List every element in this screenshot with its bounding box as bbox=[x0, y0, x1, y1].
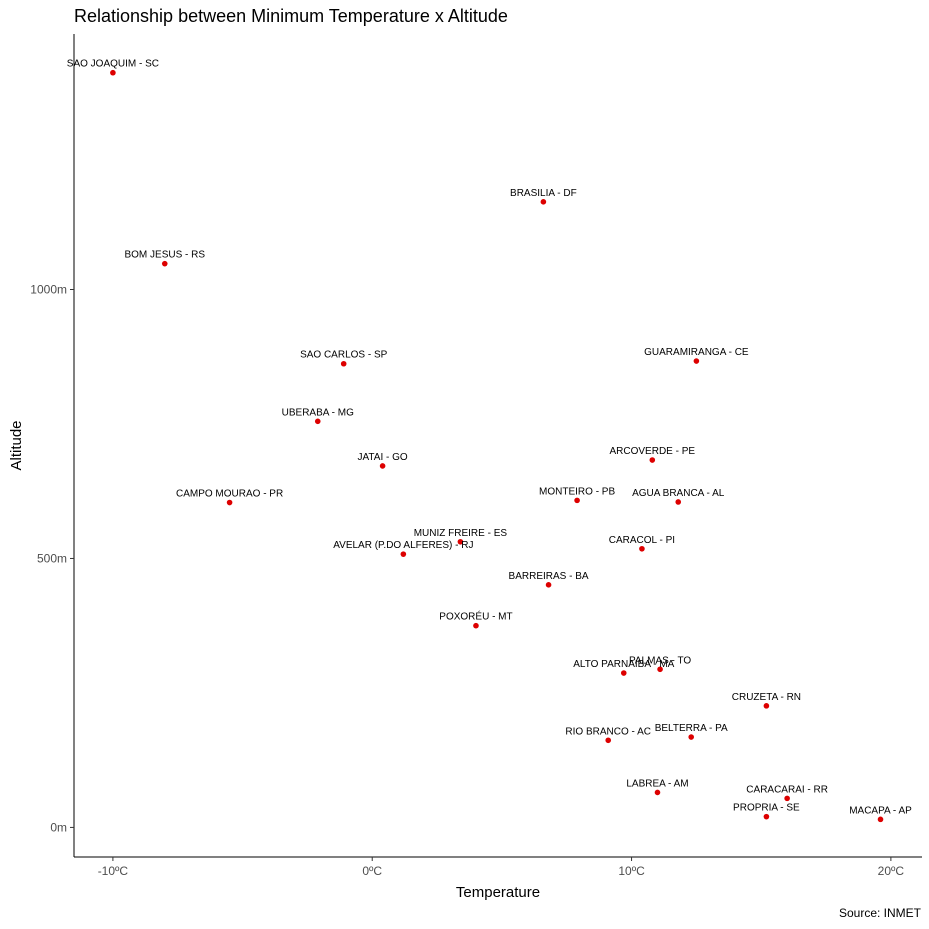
axes: -10ºC 0ºC 10ºC 20ºC 0m 500m 1000m Temperature Al… bbox=[8, 34, 922, 901]
data-point bbox=[649, 457, 656, 463]
chart-caption: Source: INMET bbox=[838, 906, 921, 920]
y-axis-title: Altitude bbox=[8, 420, 25, 470]
data-point bbox=[877, 816, 884, 823]
data-point bbox=[639, 545, 645, 552]
point-labels: SAO JOAQUIM - SC BRASILIA - DF BOM JESUS -… bbox=[67, 59, 912, 817]
point-label: CARACARAI - RR bbox=[746, 784, 828, 795]
point-label: CARACOL - PI bbox=[609, 535, 675, 546]
data-point bbox=[314, 418, 321, 425]
point-label: CRUZETA - RN bbox=[732, 692, 801, 703]
point-label: PROPRIA - SE bbox=[733, 803, 800, 814]
chart-title: Relationship between Minimum Temperature… bbox=[74, 6, 508, 26]
data-point bbox=[784, 795, 790, 802]
data-point bbox=[540, 199, 547, 205]
data-point bbox=[688, 734, 694, 740]
point-label: POXORÉU - MT bbox=[439, 610, 512, 623]
point-label: SAO CARLOS - SP bbox=[300, 350, 388, 361]
y-tick-label: 0m bbox=[50, 820, 67, 834]
data-point bbox=[763, 813, 770, 820]
x-tick-label: -10ºC bbox=[98, 864, 129, 878]
point-label: AVELAR (P.DO ALFERES) - RJ bbox=[333, 540, 473, 551]
point-label: LABREA - AM bbox=[626, 778, 688, 789]
data-point bbox=[620, 670, 627, 676]
data-point bbox=[457, 538, 464, 545]
point-label: BRASILIA - DF bbox=[510, 188, 577, 199]
point-label: BARREIRAS - BA bbox=[509, 571, 589, 582]
point-label: CAMPO MOURAO - PR bbox=[176, 489, 283, 500]
data-point bbox=[654, 789, 661, 796]
point-label: MONTEIRO - PB bbox=[539, 486, 615, 497]
point-label: MACAPA - AP bbox=[849, 805, 912, 816]
y-tick-label: 1000m bbox=[30, 283, 67, 297]
data-point bbox=[161, 260, 168, 267]
point-label: JATAI - GO bbox=[358, 452, 408, 463]
data-point bbox=[379, 463, 386, 469]
point-label: BOM JESUS - RS bbox=[124, 250, 205, 261]
point-label: SAO JOAQUIM - SC bbox=[67, 59, 159, 70]
point-label: UBERABA - MG bbox=[282, 407, 354, 418]
point-label: MUNIZ FREIRE - ES bbox=[414, 528, 508, 539]
point-label: AGUA BRANCA - AL bbox=[632, 488, 725, 499]
x-tick-label: 10ºC bbox=[618, 864, 645, 878]
data-point bbox=[400, 551, 407, 557]
point-label: ARCOVERDE - PE bbox=[610, 446, 696, 457]
data-point bbox=[693, 358, 700, 364]
point-label: PALMAS - TO bbox=[629, 655, 691, 666]
data-point bbox=[675, 499, 682, 505]
data-point bbox=[657, 666, 663, 673]
point-label: RIO BRANCO - AC bbox=[565, 726, 651, 737]
data-point bbox=[340, 360, 347, 367]
data-point bbox=[605, 737, 612, 744]
point-label: GUARAMIRANGA - CE bbox=[644, 347, 749, 358]
x-axis-title: Temperature bbox=[456, 884, 540, 901]
x-tick-label: 0ºC bbox=[362, 864, 382, 878]
data-points bbox=[110, 69, 884, 823]
point-label: BELTERRA - PA bbox=[655, 723, 728, 734]
point-label: ALTO PARNAIBA - MA bbox=[573, 659, 674, 670]
data-point bbox=[545, 582, 552, 588]
data-point bbox=[110, 69, 116, 76]
data-point bbox=[473, 622, 479, 629]
data-point bbox=[226, 499, 233, 506]
data-point bbox=[763, 703, 770, 709]
y-tick-label: 500m bbox=[37, 551, 67, 565]
data-point bbox=[574, 497, 580, 504]
x-tick-label: 20ºC bbox=[878, 864, 905, 878]
